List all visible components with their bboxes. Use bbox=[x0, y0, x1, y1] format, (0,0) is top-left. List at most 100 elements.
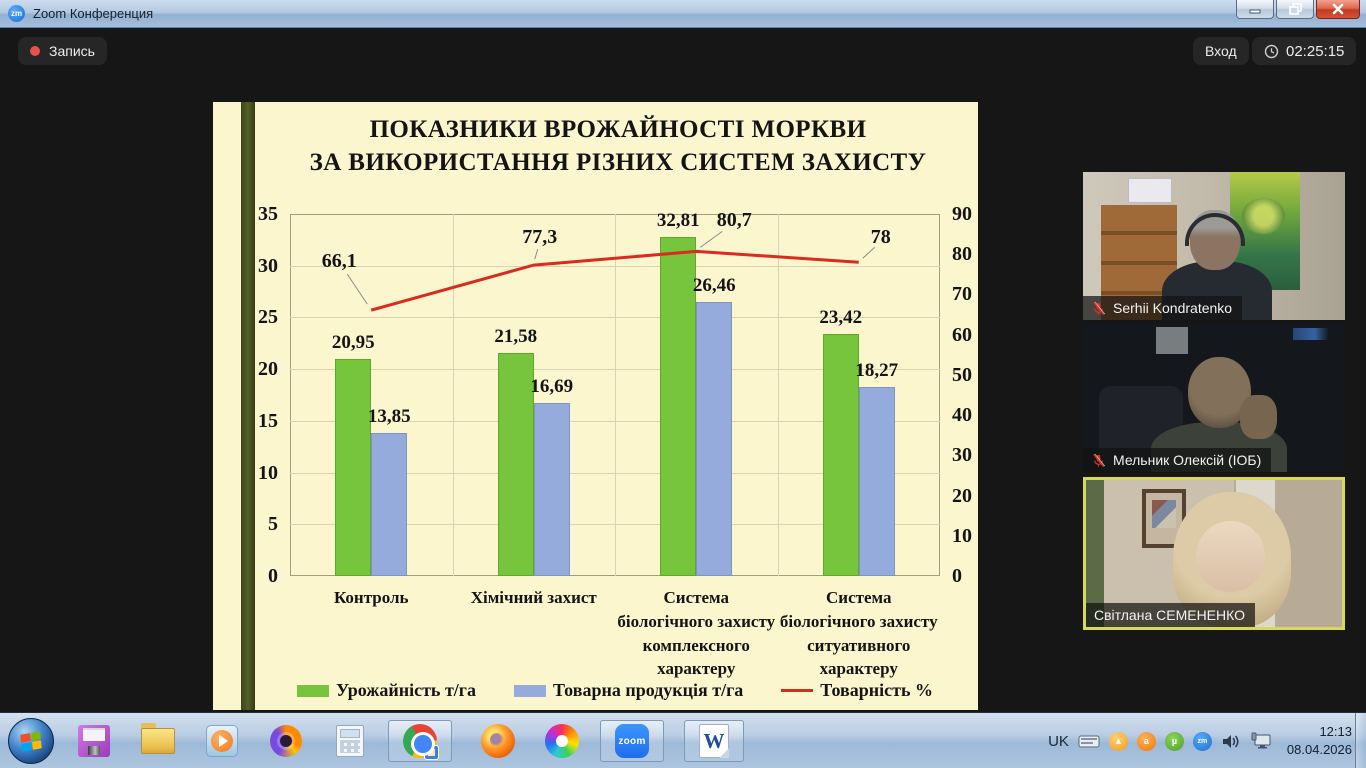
bar-Товарна продукція т/га bbox=[696, 302, 733, 576]
legend-item: Товарність % bbox=[781, 680, 933, 701]
taskbar-firefox[interactable] bbox=[480, 723, 516, 759]
clock-date: 08.04.2026 bbox=[1286, 742, 1352, 757]
zoom-icon: zoom bbox=[615, 724, 649, 758]
participant-name-label: Мельник Олексій (ІОБ) bbox=[1083, 448, 1272, 472]
participant-tile-1[interactable]: Serhii Kondratenko bbox=[1083, 172, 1345, 320]
zoom-tray-icon[interactable]: zm bbox=[1192, 731, 1212, 751]
meeting-content-area: Запись Вход 02:25:15 ПОКАЗНИКИ ВРОЖАЙНОС… bbox=[0, 28, 1366, 712]
recording-indicator[interactable]: Запись bbox=[18, 37, 107, 65]
chrome-icon bbox=[403, 724, 439, 760]
bar-value-label: 13,85 bbox=[367, 405, 411, 427]
bar-value-label: 20,95 bbox=[331, 332, 375, 354]
left-axis-tick: 30 bbox=[258, 254, 278, 277]
category-label: Система біологічного захисту ситуативног… bbox=[779, 588, 938, 679]
network-icon[interactable] bbox=[1250, 732, 1272, 750]
bar-Товарна продукція т/га bbox=[533, 403, 570, 576]
right-axis-tick: 70 bbox=[952, 283, 972, 306]
login-button[interactable]: Вход bbox=[1193, 37, 1249, 65]
bar-Урожайність т/га bbox=[822, 333, 859, 576]
clock-time: 12:13 bbox=[1319, 724, 1352, 740]
participant-tile-2[interactable]: Мельник Олексій (ІОБ) bbox=[1083, 324, 1345, 472]
taskbar-file-explorer[interactable] bbox=[140, 723, 176, 759]
close-button[interactable] bbox=[1316, 0, 1360, 19]
legend-label: Товарна продукція т/га bbox=[552, 680, 744, 700]
gridline bbox=[615, 214, 616, 576]
taskbar-floppy-app[interactable] bbox=[76, 723, 112, 759]
window-titlebar: zm Zoom Конференция bbox=[0, 0, 1366, 28]
windows-taskbar: zoom W UK ▲ a µ zm 12:13 0 bbox=[0, 712, 1366, 768]
calculator-icon bbox=[336, 725, 364, 757]
avast-browser-icon bbox=[270, 725, 302, 757]
right-axis-tick: 60 bbox=[952, 323, 972, 346]
utorrent-icon[interactable]: µ bbox=[1164, 731, 1184, 751]
muted-mic-icon bbox=[1093, 301, 1106, 315]
legend-swatch-icon bbox=[781, 689, 814, 692]
restore-button[interactable] bbox=[1276, 0, 1314, 19]
category-label: Система біологічного захисту комплексног… bbox=[617, 588, 776, 679]
right-axis-tick: 50 bbox=[952, 363, 972, 386]
line-value-label: 78 bbox=[870, 226, 891, 249]
speaker-icon[interactable] bbox=[1221, 733, 1241, 750]
taskbar-word-open[interactable]: W bbox=[684, 720, 744, 762]
avast-tray-icon[interactable]: a bbox=[1136, 731, 1156, 751]
left-axis-tick: 10 bbox=[258, 461, 278, 484]
taskbar-color-swirl-app[interactable] bbox=[544, 723, 580, 759]
participant-tile-3-active-speaker[interactable]: Світлана СЕМЕНЕНКО bbox=[1083, 477, 1345, 630]
right-axis-tick: 80 bbox=[952, 243, 972, 266]
bar-value-label: 16,69 bbox=[530, 376, 574, 398]
participant-name-label: Serhii Kondratenko bbox=[1083, 296, 1243, 320]
close-icon bbox=[1332, 3, 1344, 15]
right-axis-tick: 0 bbox=[952, 565, 962, 587]
right-axis-tick: 10 bbox=[952, 524, 972, 547]
left-axis-tick: 35 bbox=[258, 203, 278, 225]
bar-Урожайність т/га bbox=[335, 359, 372, 576]
legend-item: Товарна продукція т/га bbox=[513, 680, 744, 701]
show-desktop-button[interactable] bbox=[1355, 713, 1366, 768]
taskbar-media-player[interactable] bbox=[204, 723, 240, 759]
floppy-disk-icon bbox=[78, 725, 110, 757]
left-axis-tick: 0 bbox=[268, 565, 278, 587]
taskbar-calculator[interactable] bbox=[332, 723, 368, 759]
meeting-timer-value: 02:25:15 bbox=[1286, 42, 1345, 60]
chrome-badge-icon bbox=[424, 745, 439, 760]
minimize-icon bbox=[1249, 9, 1261, 14]
legend-label: Урожайність т/га bbox=[336, 680, 476, 700]
legend-item: Урожайність т/га bbox=[297, 680, 476, 701]
chart-legend: Урожайність т/га Товарна продукція т/га То… bbox=[290, 680, 940, 701]
bar-value-label: 18,27 bbox=[855, 360, 899, 382]
language-indicator[interactable]: UK bbox=[1048, 732, 1069, 750]
legend-swatch-icon bbox=[297, 684, 329, 697]
participant-name-label: Світлана СЕМЕНЕНКО bbox=[1086, 603, 1256, 627]
color-swirl-icon bbox=[545, 724, 579, 758]
legend-swatch-icon bbox=[513, 684, 546, 697]
category-label: Контроль bbox=[333, 588, 409, 607]
minimize-button[interactable] bbox=[1236, 0, 1274, 19]
muted-mic-icon bbox=[1093, 453, 1106, 467]
keyboard-icon[interactable] bbox=[1078, 734, 1100, 749]
taskbar-zoom-open[interactable]: zoom bbox=[600, 720, 664, 762]
chart-area: 0 5 10 15 20 25 30 35 0 10 20 30 40 50 60 70 80 90 20,95 21… bbox=[213, 102, 978, 710]
folder-icon bbox=[141, 723, 175, 754]
taskbar-avast-browser[interactable] bbox=[268, 723, 304, 759]
shared-screen-slide: ПОКАЗНИКИ ВРОЖАЙНОСТІ МОРКВИ ЗА ВИКОРИСТ… bbox=[213, 102, 978, 710]
word-icon: W bbox=[699, 724, 729, 758]
update-arrow-icon[interactable]: ▲ bbox=[1108, 731, 1128, 751]
clock-icon bbox=[1264, 44, 1279, 58]
chart-title: ПОКАЗНИКИ ВРОЖАЙНОСТІ МОРКВИ ЗА ВИКОРИСТ… bbox=[309, 116, 927, 176]
right-axis-tick: 30 bbox=[952, 444, 972, 467]
gridline bbox=[777, 214, 779, 576]
bar-value-label: 32,81 bbox=[656, 209, 700, 231]
taskbar-clock[interactable]: 12:13 08.04.2026 bbox=[1287, 723, 1352, 758]
taskbar-chrome-open[interactable] bbox=[388, 720, 452, 762]
zoom-app-icon: zm bbox=[8, 5, 25, 22]
start-button[interactable] bbox=[8, 718, 54, 764]
line-value-label: 77,3 bbox=[522, 226, 558, 249]
bar-value-label: 21,58 bbox=[494, 325, 538, 347]
left-axis-tick: 25 bbox=[258, 306, 278, 329]
right-axis-tick: 20 bbox=[952, 484, 972, 507]
window-title: Zoom Конференция bbox=[33, 6, 154, 21]
media-player-icon bbox=[206, 725, 238, 757]
recording-label: Запись bbox=[49, 43, 95, 59]
restore-icon bbox=[1288, 3, 1302, 15]
